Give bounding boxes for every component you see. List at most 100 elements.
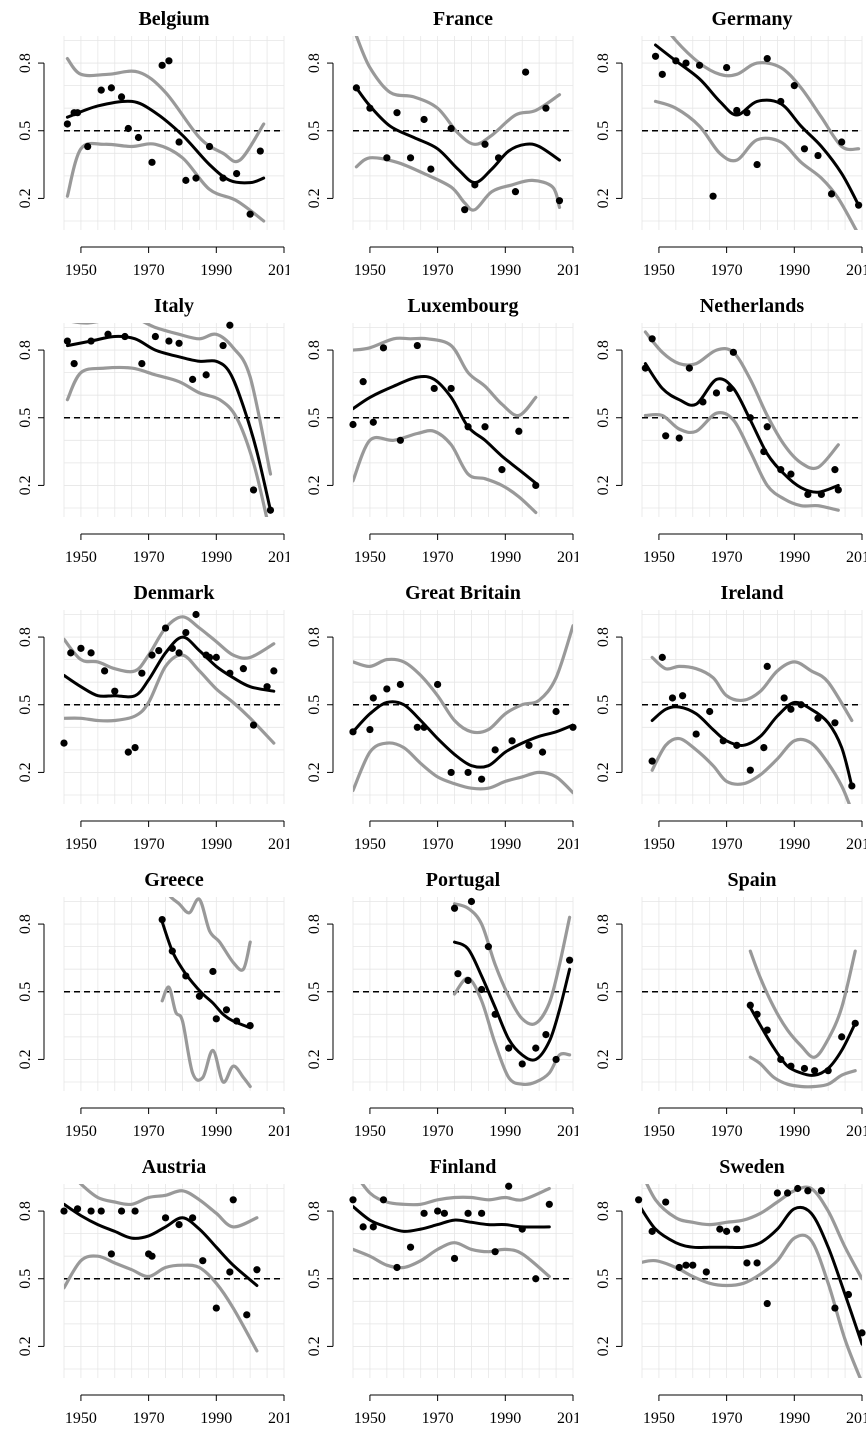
data-point (77, 644, 85, 652)
data-point (844, 1290, 853, 1299)
series-layer (353, 336, 538, 515)
data-point (855, 201, 863, 209)
data-point (804, 1187, 812, 1195)
data-point (97, 1207, 105, 1215)
y-tick-label: 0.2 (595, 1336, 612, 1356)
panel-title-finland: Finland (430, 1156, 497, 1178)
data-point (87, 337, 95, 345)
data-point (349, 420, 357, 429)
data-points (349, 680, 577, 783)
data-point (648, 757, 656, 765)
data-point (753, 1259, 761, 1267)
data-point (831, 1304, 839, 1312)
lower-band-line-germany (653, 99, 858, 230)
x-axis: 1950 1970 1990 2010 (643, 1107, 866, 1140)
data-point (165, 57, 173, 65)
data-point (175, 339, 183, 347)
x-tick-label: 1970 (711, 1123, 743, 1140)
x-tick-label: 1970 (422, 1123, 454, 1140)
panel-germany: Germany 0.2 0.5 0.8 1950 1970 1990 2010 (595, 8, 866, 279)
data-point (635, 1196, 643, 1204)
series-layer (64, 1184, 259, 1353)
series-layer (650, 655, 854, 804)
y-tick-label: 0.5 (595, 1269, 612, 1289)
data-point (763, 423, 771, 431)
data-point (817, 1187, 825, 1195)
data-point (192, 610, 200, 619)
data-point (464, 768, 472, 777)
data-points (60, 610, 278, 756)
x-tick-label: 1950 (643, 549, 675, 566)
gridlines (641, 897, 863, 1091)
data-point (359, 1223, 367, 1231)
x-tick-label: 1990 (200, 549, 232, 566)
data-point (498, 466, 506, 474)
data-point (787, 705, 795, 713)
data-point (413, 723, 421, 731)
series-layer (64, 615, 276, 745)
panel-title-denmark: Denmark (133, 582, 215, 604)
y-axis: 0.2 0.5 0.8 (17, 53, 45, 208)
data-point (124, 748, 132, 756)
data-point (716, 1225, 724, 1233)
upper-band-line-austria (78, 1184, 259, 1229)
y-tick-label: 0.8 (306, 340, 323, 360)
data-point (800, 145, 809, 153)
upper-band-line-luxembourg (353, 336, 538, 418)
data-points (651, 52, 863, 209)
data-point (491, 1010, 499, 1018)
data-point (712, 389, 721, 397)
data-point (233, 170, 241, 178)
x-tick-label: 2010 (268, 1123, 289, 1140)
data-point (226, 669, 234, 677)
x-tick-label: 1970 (711, 262, 743, 279)
y-tick-label: 0.5 (17, 121, 34, 141)
gridlines (352, 610, 574, 804)
fit-line-sweden (642, 1205, 862, 1346)
data-point (658, 70, 666, 78)
data-point (753, 1010, 761, 1018)
data-point (117, 1207, 126, 1215)
lower-band-line-spain (748, 1055, 857, 1089)
y-tick-label: 0.8 (306, 627, 323, 647)
y-tick-label: 0.8 (17, 914, 34, 934)
x-tick-label: 2010 (846, 1410, 866, 1427)
x-tick-label: 1950 (643, 262, 675, 279)
data-point (508, 737, 516, 745)
panel-title-spain: Spain (728, 869, 777, 891)
data-points (641, 335, 842, 499)
data-point (505, 1182, 513, 1190)
data-points (635, 1184, 866, 1337)
y-axis: 0.2 0.5 0.8 (306, 627, 334, 782)
data-point (161, 1214, 170, 1222)
y-tick-label: 0.2 (306, 188, 323, 208)
y-tick-label: 0.5 (306, 695, 323, 715)
x-tick-label: 1990 (200, 1410, 232, 1427)
data-point (182, 628, 190, 637)
data-point (212, 1015, 220, 1023)
data-point (787, 470, 795, 478)
y-tick-label: 0.5 (17, 408, 34, 428)
data-point (723, 63, 731, 72)
x-tick-label: 1990 (489, 836, 521, 853)
data-point (222, 1006, 231, 1014)
y-tick-label: 0.5 (595, 695, 612, 715)
series-layer (452, 902, 572, 1087)
x-tick-label: 2010 (268, 1410, 289, 1427)
data-point (763, 1299, 771, 1308)
upper-band-line-france (354, 36, 562, 146)
data-point (138, 669, 146, 677)
data-point (168, 947, 176, 955)
panel-ireland: Ireland 0.2 0.5 0.8 1950 1970 1990 2010 (595, 582, 866, 853)
data-point (379, 344, 388, 352)
data-point (471, 181, 479, 189)
panel-title-luxembourg: Luxembourg (407, 295, 518, 317)
y-tick-label: 0.5 (17, 1269, 34, 1289)
y-axis: 0.2 0.5 0.8 (595, 53, 623, 208)
y-tick-label: 0.5 (306, 121, 323, 141)
y-tick-label: 0.2 (595, 762, 612, 782)
x-tick-label: 1950 (354, 1123, 386, 1140)
data-points (158, 915, 254, 1030)
x-tick-label: 1950 (643, 836, 675, 853)
data-point (434, 1207, 442, 1215)
